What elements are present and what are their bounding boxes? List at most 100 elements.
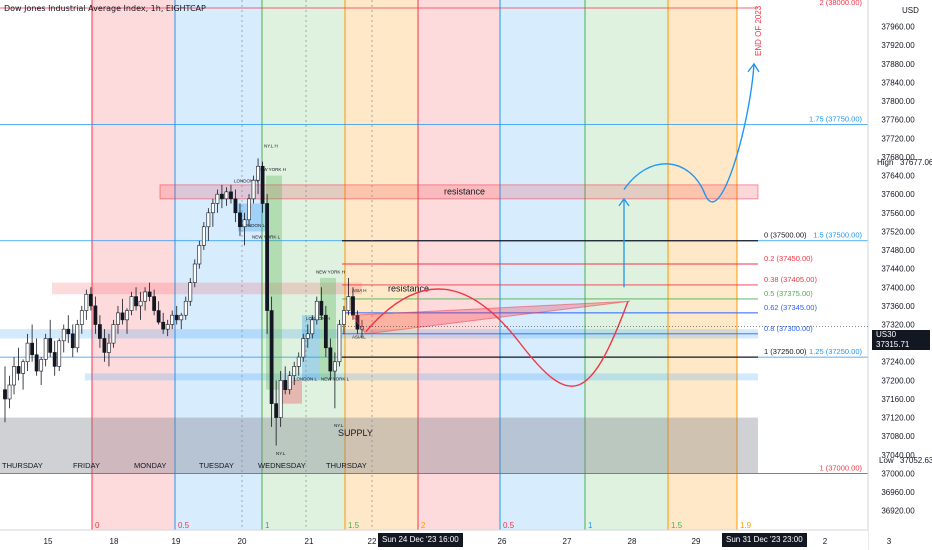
fib-level-label: 2 (38000.00)	[819, 0, 862, 7]
candle-body	[265, 203, 270, 311]
price-axis-tick: 37480.00	[881, 246, 915, 255]
candle-body	[274, 403, 279, 418]
candle-body	[97, 324, 102, 339]
price-axis-tick: 37880.00	[881, 60, 915, 69]
price-axis-tick: 37920.00	[881, 41, 915, 50]
candle-body	[43, 338, 48, 360]
candle-body	[287, 375, 292, 390]
time-cycle-label: 1.9	[740, 521, 752, 530]
day-label: TUESDAY	[199, 461, 234, 470]
candle-body	[238, 212, 242, 228]
candle-body	[337, 324, 342, 363]
candle-body	[229, 191, 233, 200]
time-cycle-label: 0	[95, 521, 100, 530]
candle-body	[314, 300, 319, 321]
session-label: LONDON L	[294, 376, 318, 381]
price-axis-tick: 36920.00	[881, 507, 915, 516]
time-axis-tick: 3	[887, 537, 892, 546]
candle-body	[197, 245, 202, 265]
price-axis-tick: 37080.00	[881, 432, 915, 441]
candle-body	[251, 179, 256, 200]
low-label: Low	[879, 456, 894, 465]
countdown-label: 42:30	[900, 350, 921, 359]
candle-body	[120, 312, 125, 321]
projection-arrowhead	[747, 62, 760, 73]
time-cycle-band	[668, 0, 737, 530]
time-axis-tick: 29	[692, 537, 701, 546]
session-label: NY.L	[334, 423, 344, 428]
price-axis-tick: 37160.00	[881, 395, 915, 404]
time-cycle-band	[92, 0, 175, 530]
candle-body	[183, 300, 188, 316]
price-axis-tick: 37400.00	[881, 283, 915, 292]
price-axis-tick: 37360.00	[881, 302, 915, 311]
candle-body	[143, 291, 147, 302]
price-axis-tick: 37680.00	[881, 153, 915, 162]
candle-body	[242, 219, 247, 228]
time-axis-tick: 15	[44, 537, 53, 546]
fib-retracement-label: 0.62 (37345.00)	[764, 303, 817, 312]
fib-level-label: 1 (37000.00)	[819, 463, 862, 472]
fib-retracement-label: 0.38 (37405.00)	[764, 275, 817, 284]
candle-body	[3, 389, 7, 400]
supply-zone	[0, 417, 758, 474]
resistance-zone-label: resistance	[388, 284, 429, 294]
day-label: THURSDAY	[326, 461, 367, 470]
candle-body	[30, 342, 35, 356]
candle-body	[138, 300, 143, 307]
session-label: ASIA L	[352, 334, 366, 339]
price-axis-tick: 37320.00	[881, 321, 915, 330]
candle-body	[21, 361, 25, 374]
time-cycle-label: 1.5	[348, 521, 360, 530]
supply-zone-label: SUPPLY	[338, 428, 373, 438]
day-label: FRIDAY	[73, 461, 100, 470]
projected-path	[365, 288, 629, 387]
candle-body	[165, 324, 170, 330]
time-cycle-band	[345, 0, 418, 530]
high-value: 37677.06	[900, 158, 932, 167]
current-price-tag: US30 37315.71 42:30	[872, 330, 930, 359]
candle-body	[328, 347, 333, 372]
candle-body	[188, 282, 193, 302]
fib-level-label: 1.5 (37500.00)	[813, 231, 862, 240]
time-axis-tick: 26	[498, 537, 507, 546]
candle-body	[12, 366, 16, 386]
price-axis-tick: 37600.00	[881, 190, 915, 199]
day-label: THURSDAY	[2, 461, 43, 470]
time-cycle-band	[175, 0, 262, 530]
candle-body	[75, 324, 80, 349]
candle-body	[305, 333, 310, 339]
candle-body	[206, 212, 211, 228]
candle-body	[220, 193, 224, 200]
candle-body	[215, 193, 220, 204]
candle-body	[201, 226, 206, 246]
candle-body	[256, 165, 260, 181]
candle-body	[260, 165, 265, 204]
candle-body	[156, 310, 161, 323]
candle-body	[152, 296, 157, 311]
candle-body	[170, 314, 175, 325]
time-axis-tick: 22	[368, 537, 377, 546]
price-axis-tick: 37640.00	[881, 172, 915, 181]
candle-body	[296, 356, 301, 367]
candle-body	[278, 380, 283, 418]
resistance-zone	[159, 184, 759, 200]
candle-body	[34, 354, 39, 372]
fib-level-label: 1.75 (37750.00)	[809, 114, 862, 123]
fib-retracement-label: 0.2 (37450.00)	[764, 254, 813, 263]
candle-body	[16, 366, 21, 374]
price-axis-tick: 37000.00	[881, 469, 915, 478]
time-tag-2: Sun 31 Dec '23 23:00	[722, 533, 807, 547]
price-axis-tick: 37840.00	[881, 78, 915, 87]
demand-zone	[85, 373, 758, 381]
symbol-label: US30	[876, 330, 897, 339]
candle-body	[70, 333, 75, 349]
time-cycle-label: 1	[265, 521, 270, 530]
time-axis-tick: 21	[305, 537, 314, 546]
price-axis-tick: 37560.00	[881, 209, 915, 218]
candle-body	[79, 310, 84, 325]
session-label: LONDON L	[242, 223, 266, 228]
candle-body	[39, 359, 44, 372]
candle-body	[323, 314, 328, 349]
